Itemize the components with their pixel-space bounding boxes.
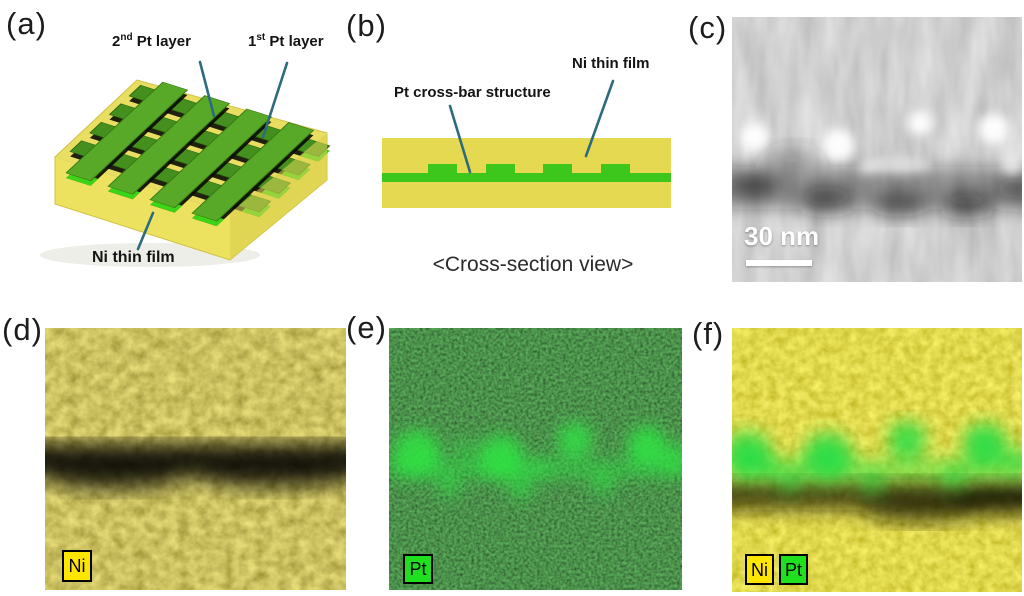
- eds-map-overlay: Ni Pt: [732, 328, 1022, 592]
- ni-chip: Ni: [62, 550, 92, 582]
- tem-dark-band: [732, 148, 1022, 217]
- eds-overlay-texture: [732, 328, 1022, 592]
- tem-image: 30 nm: [732, 17, 1022, 282]
- panel-c-tag: (c): [688, 10, 728, 45]
- cross-section-caption: <Cross-section view>: [432, 253, 634, 276]
- pt-layer1-bars: [69, 84, 331, 213]
- ni-film-slab-top-face: [55, 80, 327, 213]
- ni-film-label-b: Ni thin film: [572, 55, 650, 72]
- pt-layer2-bars: [65, 81, 315, 222]
- eds-pt-blobs: [389, 422, 682, 500]
- pt-layer2-shadows: [66, 87, 314, 227]
- pt-layer1-label-base: 1: [248, 33, 257, 50]
- eds-pt-texture: [389, 328, 682, 590]
- pt-layer2-label-sup: nd: [120, 32, 133, 43]
- eds-overlay-dark-band: [732, 480, 1022, 524]
- ni-film-slab-right-face: [230, 133, 327, 260]
- pt-chip-overlay: Pt: [779, 554, 808, 585]
- pt-layer2-label-base: 2: [112, 33, 121, 50]
- pt-bump-4: [601, 164, 630, 173]
- pt-film-line: [382, 173, 671, 182]
- leader-line-film-a: [136, 211, 155, 251]
- pt-layer1-label-sup: st: [256, 32, 266, 43]
- panel-a-tag: (a): [6, 6, 47, 41]
- pt-bump-3: [543, 164, 572, 173]
- ni-film-slab-left-face: [55, 157, 230, 260]
- eds-map-pt: Pt: [389, 328, 682, 590]
- pt-bump-2: [486, 164, 515, 173]
- tem-bright-particles: [741, 111, 1022, 175]
- ni-chip-overlay: Ni: [745, 554, 774, 585]
- pt-crossbar-label: Pt cross-bar structure: [394, 84, 551, 101]
- pt-layer1-label: 1st Pt layer: [248, 32, 324, 50]
- leader-line-layer1: [261, 61, 289, 139]
- pt-chip: Pt: [403, 554, 433, 584]
- ni-film-translucent-overlay: [230, 133, 327, 260]
- panel-e-tag: (e): [346, 310, 387, 345]
- leader-line-layer2: [198, 60, 216, 118]
- pt-bump-1: [428, 164, 457, 173]
- pt-layer2-label: 2nd Pt layer: [112, 32, 191, 50]
- panel-b-tag: (b): [346, 8, 387, 43]
- ni-film-slab-outline: [54, 79, 328, 261]
- eds-map-ni: Ni: [45, 328, 346, 590]
- pt-layer1-shadows: [70, 90, 330, 218]
- eds-ni-dark-band: [45, 444, 346, 492]
- panel-f-tag: (f): [692, 316, 725, 351]
- pt-layer1-label-rest: Pt layer: [265, 33, 324, 50]
- panel-d-tag: (d): [2, 312, 43, 347]
- ni-film-slab-front-face: [55, 157, 230, 260]
- scale-bar-label: 30 nm: [744, 221, 820, 251]
- scale-bar: [746, 260, 812, 266]
- ni-film-label-a: Ni thin film: [92, 249, 175, 266]
- eds-overlay-pt-blobs: [732, 421, 1022, 494]
- pt-layer2-label-rest: Pt layer: [132, 33, 191, 50]
